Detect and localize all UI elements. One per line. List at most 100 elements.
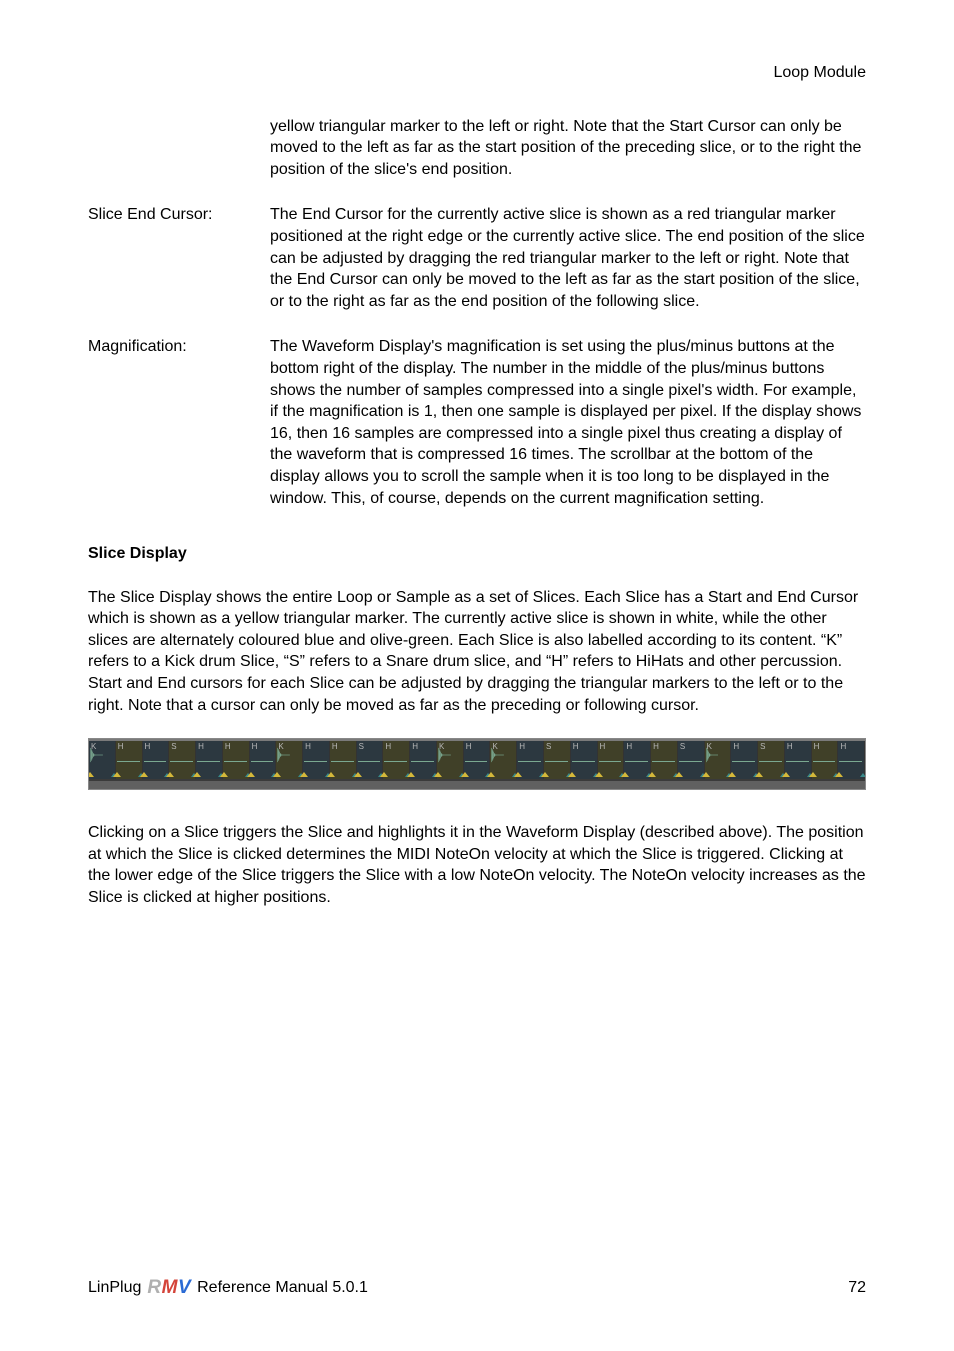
slice-label: H [600,742,606,753]
slice-cell[interactable]: H [196,741,223,779]
section-heading: Slice Display [88,543,866,565]
slice-cell[interactable]: K [705,741,732,779]
start-marker-icon[interactable] [220,772,228,777]
start-marker-icon[interactable] [247,772,255,777]
slice-label: H [626,742,632,753]
page-header: Loop Module [88,62,866,84]
start-marker-icon[interactable] [568,772,576,777]
slice-cell[interactable]: H [624,741,651,779]
slice-cell[interactable]: H [598,741,625,779]
header-title: Loop Module [773,64,866,81]
slice-cell[interactable]: H [731,741,758,779]
slice-waveform-icon [331,756,354,766]
slice-cell[interactable]: K [276,741,303,779]
slice-label: H [573,742,579,753]
slice-cell[interactable]: S [357,741,384,779]
slice-label: H [385,742,391,753]
start-marker-icon[interactable] [702,772,710,777]
start-marker-icon[interactable] [434,772,442,777]
start-marker-icon[interactable] [380,772,388,777]
slice-waveform-icon [572,756,595,766]
start-marker-icon[interactable] [755,772,763,777]
slice-label: H [519,742,525,753]
slice-waveform-icon [384,756,407,766]
start-marker-icon[interactable] [621,772,629,777]
start-marker-icon[interactable] [327,772,335,777]
slice-waveform-icon [90,744,103,766]
slice-label: H [653,742,659,753]
start-marker-icon[interactable] [300,772,308,777]
slice-waveform-icon [251,756,274,766]
definition-term: Magnification: [88,336,270,509]
slice-cell[interactable]: K [437,741,464,779]
start-marker-icon[interactable] [193,772,201,777]
slice-waveform-icon [438,744,451,766]
start-marker-icon[interactable] [273,772,281,777]
slice-cell[interactable]: H [330,741,357,779]
slice-waveform-icon [679,756,702,766]
start-marker-icon[interactable] [514,772,522,777]
start-marker-icon[interactable] [782,772,790,777]
slice-cell[interactable]: H [464,741,491,779]
slice-cell[interactable]: K [89,741,116,779]
continuation-row: yellow triangular marker to the left or … [88,116,866,181]
definition-row: Slice End Cursor: The End Cursor for the… [88,204,866,312]
start-marker-icon[interactable] [354,772,362,777]
start-marker-icon[interactable] [595,772,603,777]
slice-waveform-icon [411,756,434,766]
slice-label: S [546,742,551,753]
start-marker-icon[interactable] [487,772,495,777]
slice-cell[interactable]: S [758,741,785,779]
slice-cell[interactable]: H [143,741,170,779]
slice-label: H [733,742,739,753]
start-marker-icon[interactable] [675,772,683,777]
slice-label: H [145,742,151,753]
start-marker-icon[interactable] [113,772,121,777]
slice-cell[interactable]: S [678,741,705,779]
start-marker-icon[interactable] [728,772,736,777]
slice-cell[interactable]: H [517,741,544,779]
start-marker-icon[interactable] [166,772,174,777]
start-marker-icon[interactable] [809,772,817,777]
slice-cell[interactable]: S [544,741,571,779]
slice-label: H [412,742,418,753]
slice-waveform-icon [786,756,809,766]
slice-label: S [680,742,685,753]
slice-cell[interactable]: S [169,741,196,779]
slice-waveform-icon [813,756,836,766]
slice-cell[interactable]: H [250,741,277,779]
slice-waveform-icon [117,756,140,766]
start-marker-icon[interactable] [89,772,94,777]
slice-label: S [760,742,765,753]
slice-cell[interactable]: H [223,741,250,779]
slice-cell[interactable]: H [303,741,330,779]
slice-cell[interactable]: H [785,741,812,779]
slice-waveform-icon [625,756,648,766]
slice-cell[interactable]: K [490,741,517,779]
slice-cell[interactable]: H [383,741,410,779]
slice-cell[interactable]: H [116,741,143,779]
slice-waveform-icon [545,756,568,766]
slice-cell[interactable]: H [651,741,678,779]
end-marker-icon[interactable] [860,773,865,777]
slice-cell[interactable]: H [410,741,437,779]
slice-waveform-icon [759,756,782,766]
brand-v: V [178,1277,191,1298]
start-marker-icon[interactable] [461,772,469,777]
slice-cell[interactable]: H [571,741,598,779]
start-marker-icon[interactable] [407,772,415,777]
start-marker-icon[interactable] [541,772,549,777]
start-marker-icon[interactable] [648,772,656,777]
slice-waveform-icon [304,756,327,766]
definition-row: Magnification: The Waveform Display's ma… [88,336,866,509]
definition-desc: The End Cursor for the currently active … [270,204,866,312]
slice-waveform-icon [491,744,504,766]
start-marker-icon[interactable] [835,772,843,777]
start-marker-icon[interactable] [140,772,148,777]
slice-label: H [787,742,793,753]
slice-cell[interactable]: H [812,741,839,779]
page: Loop Module yellow triangular marker to … [0,0,954,1351]
slice-strip[interactable]: KHHSHHHKHHSHHKHKHSHHHHSKHSHHH [89,739,865,781]
slice-cell[interactable]: H [838,741,865,779]
page-footer: LinPlug RMV Reference Manual 5.0.1 72 [88,1275,866,1301]
